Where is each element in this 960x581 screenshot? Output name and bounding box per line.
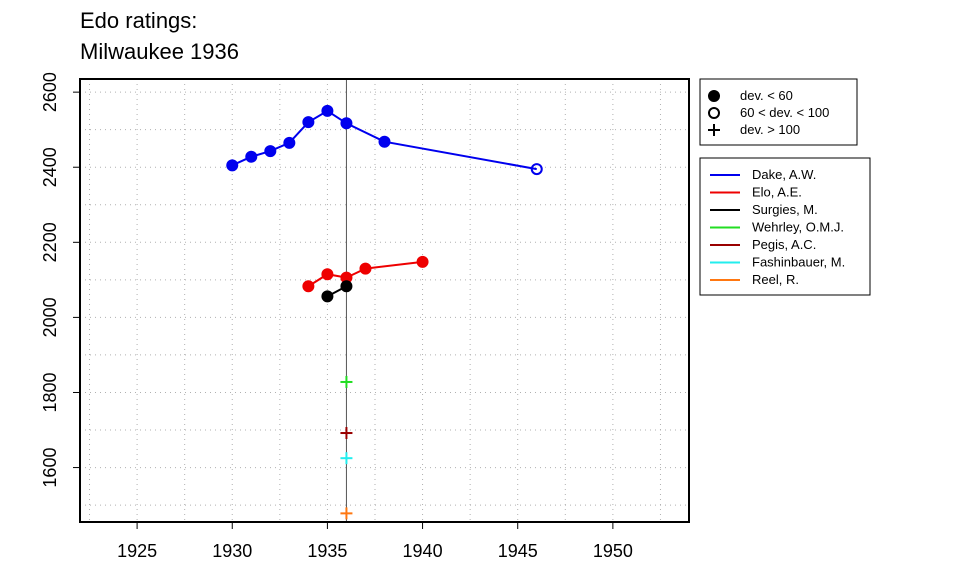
- data-point: [530, 163, 543, 176]
- chart-title-line2: Milwaukee 1936: [80, 39, 239, 64]
- series-legend: Dake, A.W. Elo, A.E. Surgies, M. Wehrley, O…: [699, 157, 871, 296]
- data-point: [264, 145, 277, 158]
- x-tick-label: 1930: [212, 541, 252, 561]
- marker-legend: dev. < 60 60 < dev. < 100 dev. > 100: [699, 78, 858, 146]
- y-tick-label: 1800: [40, 372, 60, 412]
- series-3: [340, 375, 353, 388]
- marker-legend-symbol: [708, 90, 720, 102]
- marker-legend-label: dev. < 60: [740, 88, 793, 103]
- y-tick-label: 2600: [40, 72, 60, 112]
- series-6: [340, 507, 353, 520]
- plot-frame: [79, 78, 690, 523]
- y-tick-label: 2200: [40, 222, 60, 262]
- marker-legend-label: dev. > 100: [740, 122, 800, 137]
- chart-title-line1: Edo ratings:: [80, 8, 197, 33]
- series-legend-label: Reel, R.: [752, 272, 799, 287]
- data-point: [283, 136, 296, 149]
- data-point: [340, 507, 353, 520]
- y-axis: 1600 1800 2000 2200 2400 2600: [40, 72, 80, 488]
- data-point: [359, 262, 372, 275]
- data-point: [245, 150, 258, 163]
- data-point: [302, 116, 315, 129]
- series-legend-label: Wehrley, O.M.J.: [752, 220, 844, 235]
- data-point: [226, 159, 239, 172]
- data-point: [321, 268, 334, 281]
- series-5: [340, 452, 353, 465]
- marker-legend-symbol: [708, 107, 720, 119]
- series-legend-label: Dake, A.W.: [752, 167, 816, 182]
- series-legend-label: Fashinbauer, M.: [752, 255, 845, 270]
- marker-legend-box: [699, 78, 858, 146]
- series-layer: [226, 104, 543, 520]
- data-point: [340, 427, 353, 440]
- data-point: [321, 104, 334, 117]
- series-0: [226, 104, 543, 176]
- series-4: [340, 427, 353, 440]
- series-2: [321, 280, 353, 303]
- series-legend-label: Surgies, M.: [752, 202, 818, 217]
- series-legend-label: Elo, A.E.: [752, 185, 802, 200]
- data-point: [416, 255, 429, 268]
- data-point: [340, 452, 353, 465]
- y-tick-label: 2400: [40, 147, 60, 187]
- data-point: [378, 135, 391, 148]
- series-1: [302, 255, 429, 293]
- data-point: [321, 290, 334, 303]
- data-point: [302, 280, 315, 293]
- data-point: [340, 375, 353, 388]
- x-axis: 1925 1930 1935 1940 1945 1950: [117, 522, 633, 561]
- x-tick-label: 1950: [593, 541, 633, 561]
- series-legend-label: Pegis, A.C.: [752, 237, 816, 252]
- x-tick-label: 1925: [117, 541, 157, 561]
- y-tick-label: 1600: [40, 448, 60, 488]
- marker-legend-symbol: [708, 124, 720, 136]
- x-tick-label: 1935: [307, 541, 347, 561]
- y-tick-label: 2000: [40, 297, 60, 337]
- data-point: [340, 280, 353, 293]
- x-tick-label: 1945: [498, 541, 538, 561]
- marker-legend-label: 60 < dev. < 100: [740, 105, 829, 120]
- data-point: [340, 117, 353, 130]
- x-tick-label: 1940: [403, 541, 443, 561]
